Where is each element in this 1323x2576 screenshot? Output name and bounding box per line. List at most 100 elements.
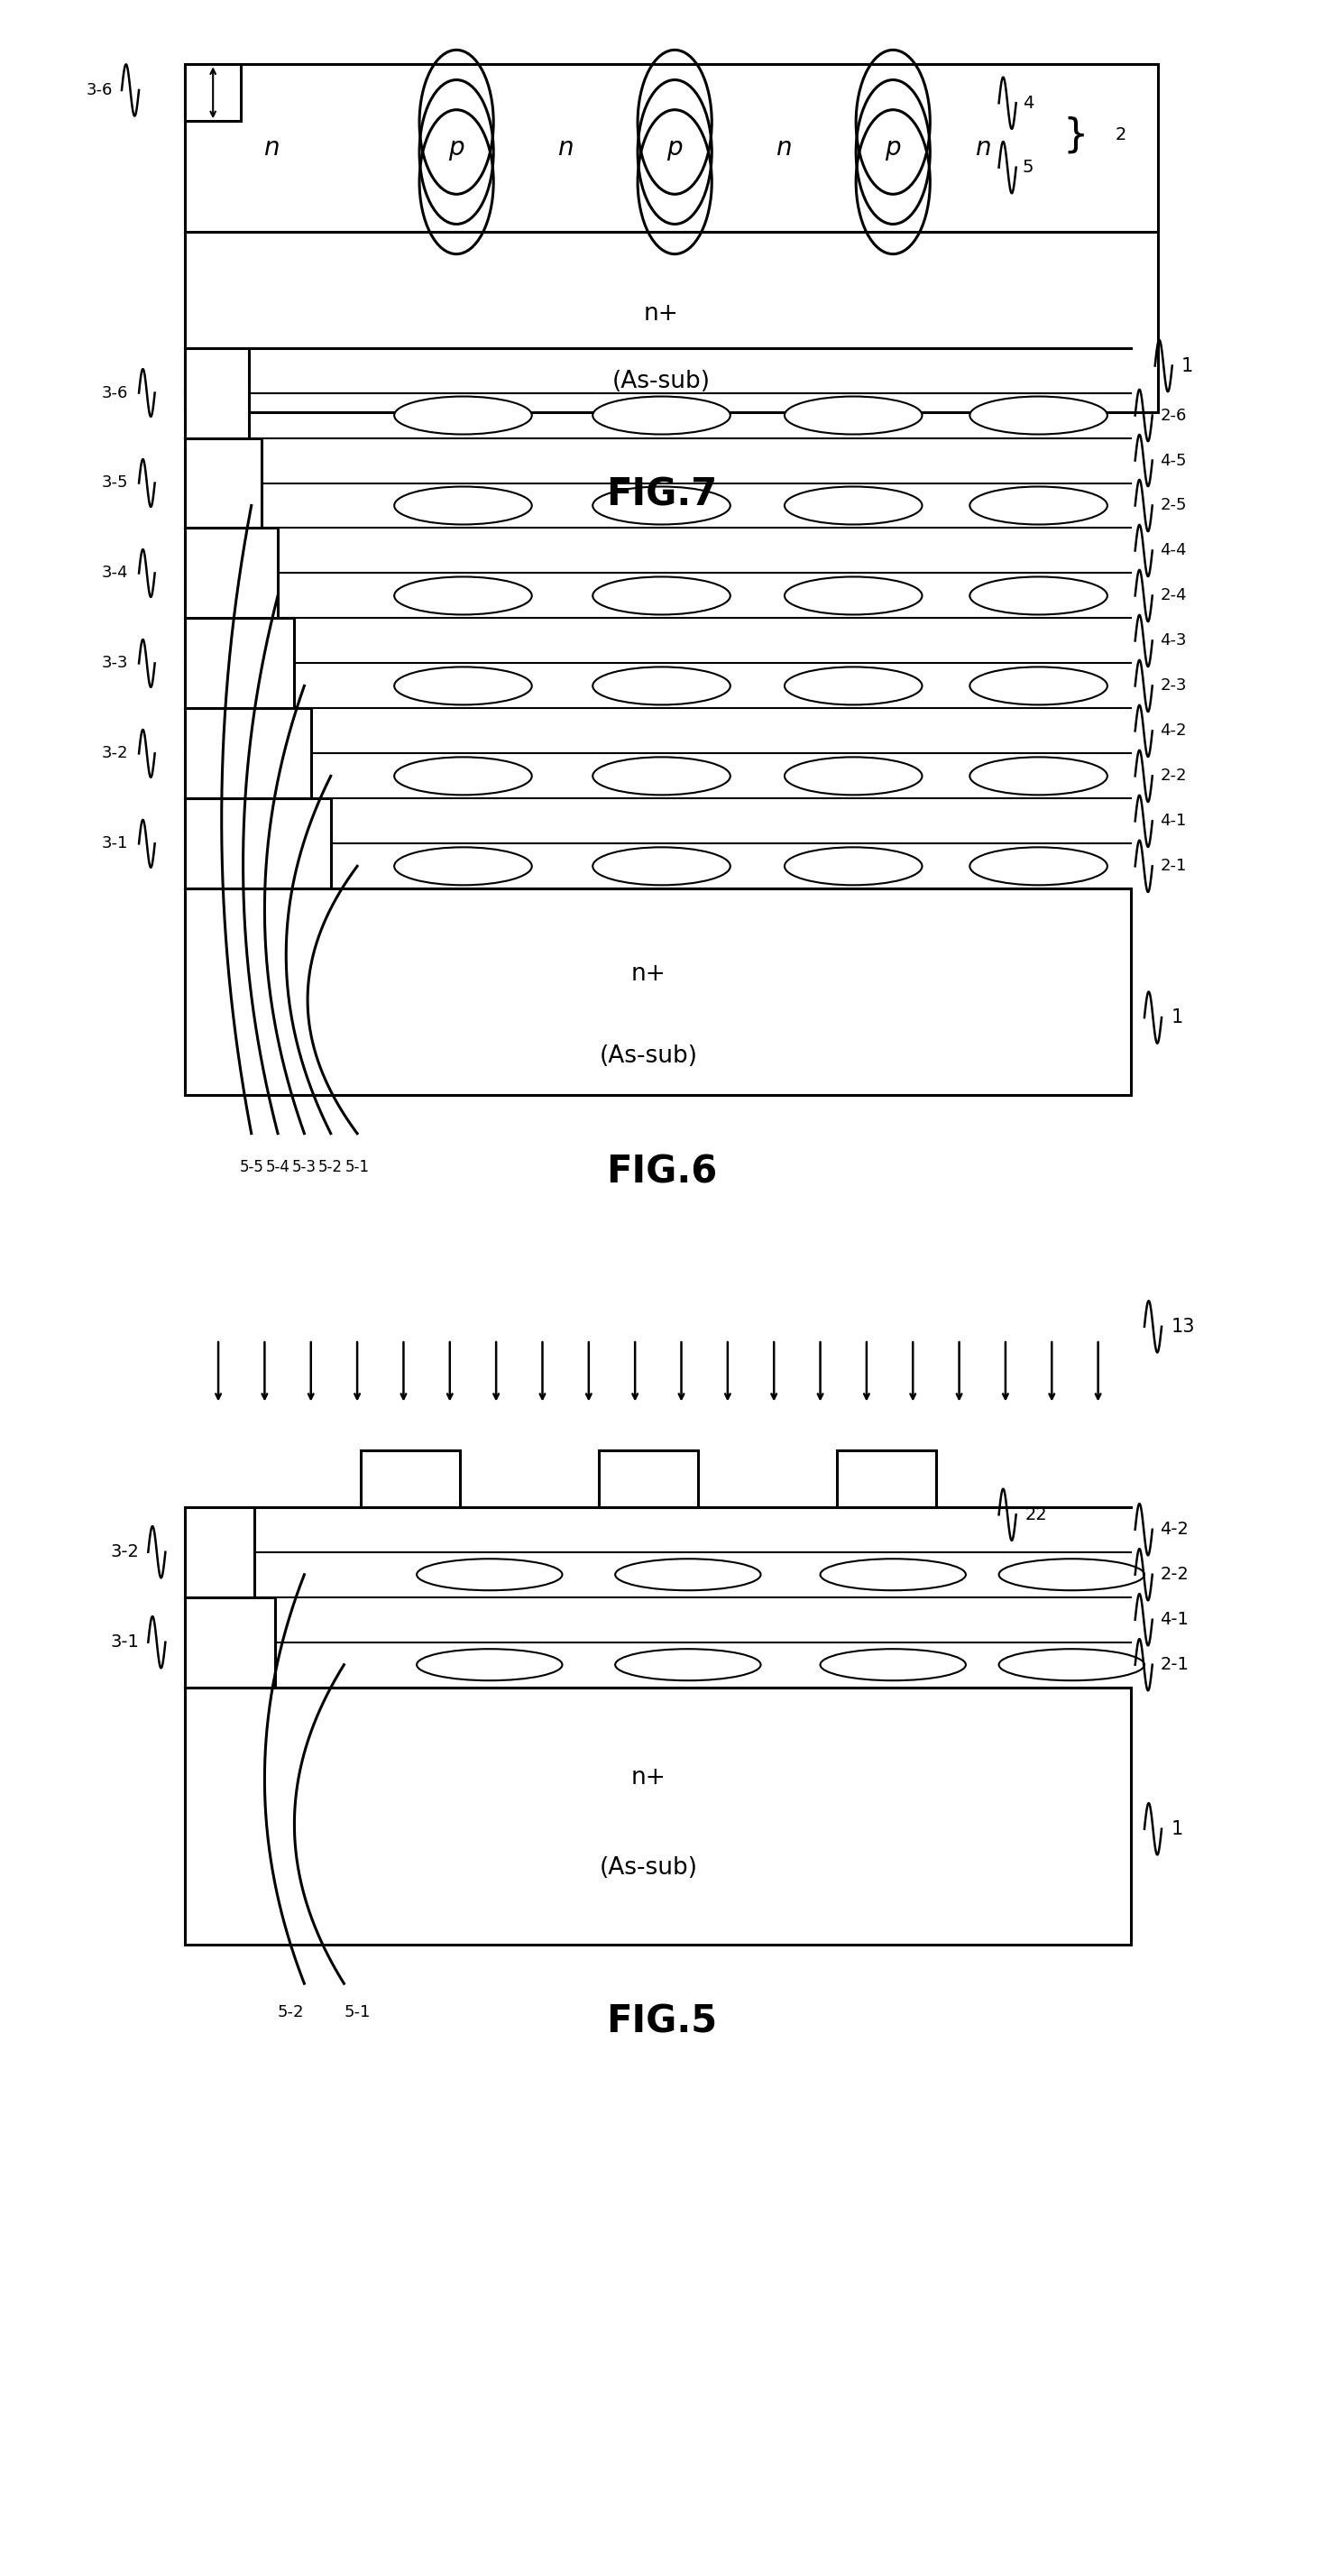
Text: 2-1: 2-1: [1160, 1656, 1189, 1674]
Text: 5-2: 5-2: [319, 1159, 343, 1175]
Ellipse shape: [785, 667, 922, 706]
Text: 5-3: 5-3: [292, 1159, 316, 1175]
Bar: [185, 64, 1158, 232]
Ellipse shape: [999, 1649, 1144, 1680]
Text: 3-6: 3-6: [102, 384, 128, 402]
Ellipse shape: [593, 487, 730, 526]
Bar: [185, 528, 278, 618]
Ellipse shape: [999, 1558, 1144, 1589]
Ellipse shape: [970, 848, 1107, 886]
Text: 22: 22: [1025, 1507, 1048, 1522]
Text: p: p: [448, 137, 464, 160]
Bar: [185, 708, 311, 799]
Text: 2-2: 2-2: [1160, 768, 1187, 783]
Ellipse shape: [785, 487, 922, 526]
Text: 3-2: 3-2: [110, 1543, 139, 1561]
Text: (As-sub): (As-sub): [599, 1855, 697, 1880]
Bar: [185, 618, 294, 708]
Text: 5-1: 5-1: [344, 2004, 370, 2020]
Text: 3-1: 3-1: [102, 835, 128, 853]
Text: 4-1: 4-1: [1160, 814, 1187, 829]
Text: 5-1: 5-1: [345, 1159, 369, 1175]
Text: 5-4: 5-4: [266, 1159, 290, 1175]
Ellipse shape: [970, 757, 1107, 796]
Bar: [185, 64, 241, 121]
Text: (As-sub): (As-sub): [613, 368, 710, 394]
Ellipse shape: [394, 397, 532, 435]
Ellipse shape: [394, 577, 532, 616]
Text: (As-sub): (As-sub): [599, 1043, 697, 1069]
Text: FIG.6: FIG.6: [606, 1154, 717, 1190]
Text: 2-3: 2-3: [1160, 677, 1187, 693]
Text: 5-5: 5-5: [239, 1159, 263, 1175]
Ellipse shape: [970, 487, 1107, 526]
Text: 4: 4: [1023, 95, 1033, 111]
Ellipse shape: [820, 1649, 966, 1680]
Text: 4-2: 4-2: [1160, 724, 1187, 739]
Ellipse shape: [394, 848, 532, 886]
Ellipse shape: [785, 757, 922, 796]
Bar: [185, 232, 1158, 412]
Text: 4-5: 4-5: [1160, 453, 1187, 469]
Text: 2: 2: [1115, 126, 1126, 144]
Text: n: n: [263, 137, 279, 160]
Text: 13: 13: [1171, 1316, 1195, 1337]
Text: }: }: [1062, 116, 1088, 155]
Ellipse shape: [593, 757, 730, 796]
Text: 4-2: 4-2: [1160, 1520, 1189, 1538]
Bar: [360, 1450, 460, 1507]
Text: n: n: [975, 137, 991, 160]
Text: 3-6: 3-6: [86, 82, 112, 98]
Ellipse shape: [785, 848, 922, 886]
Bar: [185, 438, 262, 528]
Text: 1: 1: [1181, 355, 1193, 376]
Bar: [837, 1450, 937, 1507]
Ellipse shape: [970, 667, 1107, 706]
Ellipse shape: [593, 397, 730, 435]
Ellipse shape: [394, 667, 532, 706]
Text: 2-4: 2-4: [1160, 587, 1187, 603]
Text: 3-2: 3-2: [102, 744, 128, 762]
Ellipse shape: [593, 848, 730, 886]
Text: 5: 5: [1023, 160, 1035, 175]
Ellipse shape: [394, 757, 532, 796]
Text: n: n: [775, 137, 792, 160]
Bar: [185, 1597, 275, 1687]
Ellipse shape: [615, 1558, 761, 1589]
Text: 3-5: 3-5: [102, 474, 128, 492]
Text: p: p: [667, 137, 683, 160]
Bar: [598, 1450, 699, 1507]
Text: 5-2: 5-2: [278, 2004, 304, 2020]
Text: 2-2: 2-2: [1160, 1566, 1189, 1584]
Text: 3-1: 3-1: [110, 1633, 139, 1651]
Ellipse shape: [970, 397, 1107, 435]
Text: 3-4: 3-4: [102, 564, 128, 582]
Text: 4-3: 4-3: [1160, 634, 1187, 649]
Text: 1: 1: [1171, 1819, 1183, 1839]
Text: 1: 1: [1171, 1007, 1183, 1028]
Text: n+: n+: [631, 961, 665, 987]
Text: n+: n+: [644, 301, 679, 327]
Bar: [185, 348, 249, 438]
Bar: [185, 799, 331, 889]
Ellipse shape: [785, 577, 922, 616]
Ellipse shape: [417, 1649, 562, 1680]
Text: 3-3: 3-3: [102, 654, 128, 672]
Text: 4-4: 4-4: [1160, 544, 1187, 559]
Ellipse shape: [785, 397, 922, 435]
Ellipse shape: [970, 577, 1107, 616]
Bar: [185, 889, 1131, 1095]
Ellipse shape: [615, 1649, 761, 1680]
Text: n: n: [557, 137, 574, 160]
Ellipse shape: [593, 667, 730, 706]
Text: 2-1: 2-1: [1160, 858, 1187, 873]
Text: 2-5: 2-5: [1160, 497, 1187, 513]
Bar: [185, 1507, 254, 1597]
Bar: [185, 1687, 1131, 1945]
Text: FIG.7: FIG.7: [606, 477, 717, 513]
Text: 2-6: 2-6: [1160, 407, 1187, 422]
Ellipse shape: [417, 1558, 562, 1589]
Ellipse shape: [394, 487, 532, 526]
Ellipse shape: [593, 577, 730, 616]
Text: 4-1: 4-1: [1160, 1610, 1189, 1628]
